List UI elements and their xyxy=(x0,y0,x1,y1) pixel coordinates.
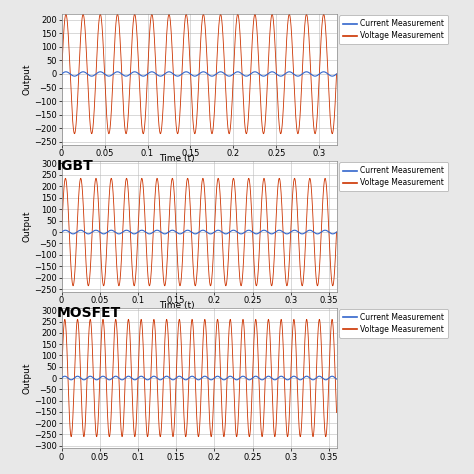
Text: Time (t): Time (t) xyxy=(159,301,195,310)
Y-axis label: Output: Output xyxy=(22,362,31,394)
Y-axis label: Output: Output xyxy=(22,210,31,242)
Legend: Current Measurement, Voltage Measurement: Current Measurement, Voltage Measurement xyxy=(339,16,448,44)
Text: IGBT: IGBT xyxy=(57,159,94,173)
Legend: Current Measurement, Voltage Measurement: Current Measurement, Voltage Measurement xyxy=(339,309,448,338)
Text: MOSFET: MOSFET xyxy=(57,306,121,320)
Text: Time (t): Time (t) xyxy=(159,154,195,163)
Legend: Current Measurement, Voltage Measurement: Current Measurement, Voltage Measurement xyxy=(339,163,448,191)
Y-axis label: Output: Output xyxy=(22,64,31,95)
